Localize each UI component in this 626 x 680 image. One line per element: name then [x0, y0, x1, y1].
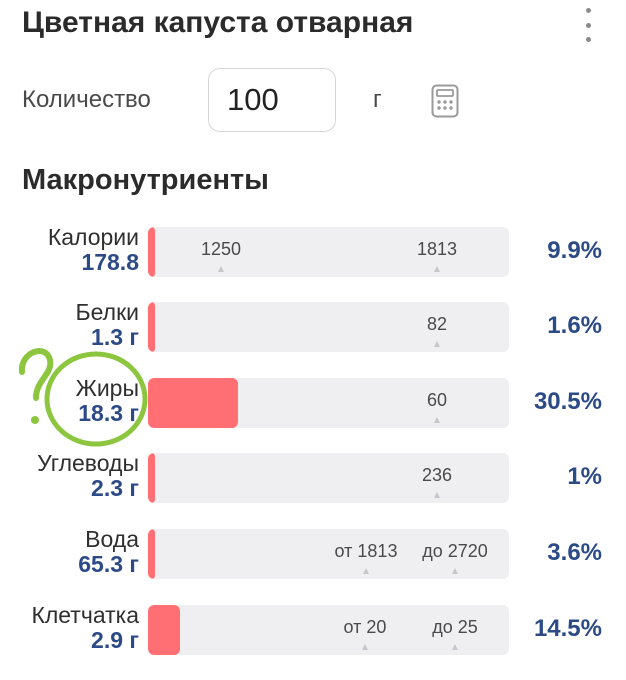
macro-row-water: Вода 65.3 г от 1813 до 2720 3.6%: [0, 527, 626, 589]
tick-marker: [434, 266, 440, 272]
quantity-input[interactable]: [208, 68, 336, 132]
macro-row-fiber: Клетчатка 2.9 г от 20 до 25 14.5%: [0, 603, 626, 665]
macro-label: Клетчатка 2.9 г: [31, 603, 139, 653]
quantity-label: Количество: [22, 86, 151, 113]
tick-label: от 20: [343, 617, 387, 637]
macro-name: Белки: [75, 299, 139, 325]
menu-dot: [585, 8, 591, 13]
tick-label: 82: [426, 314, 448, 334]
macro-percent: 3.6%: [547, 539, 602, 566]
tick-marker: [434, 492, 440, 498]
tick-label: 236: [421, 465, 453, 485]
tick-marker: [434, 417, 440, 423]
macro-row-protein: Белки 1.3 г 82 1.6%: [0, 300, 626, 362]
macro-label: Вода 65.3 г: [78, 527, 139, 577]
tick-label: 1813: [416, 239, 458, 259]
macro-value: 178.8: [81, 249, 139, 275]
tick-marker: [434, 341, 440, 347]
macro-percent: 9.9%: [547, 237, 602, 264]
tick-label: 1250: [200, 239, 242, 259]
macro-name: Клетчатка: [31, 602, 139, 628]
macro-label: Белки 1.3 г: [76, 300, 139, 350]
macro-bar: от 20 до 25: [148, 605, 509, 655]
quantity-unit: г: [373, 86, 382, 113]
macro-bar: от 1813 до 2720: [148, 529, 509, 579]
macro-row-calories: Калории 178.8 1250 1813 9.9%: [0, 225, 626, 287]
tick-label: от 1813: [334, 541, 398, 561]
macro-value: 65.3 г: [78, 551, 139, 577]
macro-value: 2.3 г: [91, 475, 139, 501]
macro-label: Жиры 18.3 г: [76, 376, 139, 426]
macro-percent: 30.5%: [533, 388, 602, 415]
tick-marker: [452, 568, 458, 574]
more-vertical-icon[interactable]: [580, 8, 596, 42]
macro-label: Калории 178.8: [48, 225, 139, 275]
macro-bar: 236: [148, 453, 509, 503]
macro-bar: 1250 1813: [148, 227, 509, 277]
macro-row-fat: Жиры 18.3 г 60 30.5%: [0, 376, 626, 438]
macro-bar: 60: [148, 378, 509, 428]
tick-marker: [362, 644, 368, 650]
menu-dot: [585, 37, 591, 42]
macro-row-carbs: Углеводы 2.3 г 236 1%: [0, 451, 626, 513]
macro-label: Углеводы 2.3 г: [37, 451, 139, 501]
macro-name: Жиры: [75, 375, 139, 401]
tick-label: 60: [426, 390, 448, 410]
tick-label: до 25: [432, 617, 478, 637]
macro-percent: 14.5%: [533, 615, 602, 642]
menu-dot: [585, 22, 591, 28]
macro-percent: 1.6%: [547, 312, 602, 339]
tick-label: до 2720: [422, 541, 488, 561]
calculator-icon[interactable]: [431, 84, 459, 123]
macros-section-title: Макронутриенты: [22, 164, 269, 196]
tick-marker: [218, 266, 224, 272]
macro-value: 1.3 г: [91, 324, 139, 350]
page-title: Цветная капуста отварная: [22, 6, 414, 39]
macro-name: Углеводы: [37, 450, 139, 476]
macro-bar-fill: [148, 227, 156, 277]
macro-value: 2.9 г: [91, 627, 139, 653]
tick-marker: [452, 644, 458, 650]
macro-name: Вода: [85, 526, 139, 552]
macro-bar-fill: [148, 453, 156, 503]
macro-bar: 82: [148, 302, 509, 352]
macro-bar-fill: [148, 378, 239, 428]
macro-value: 18.3 г: [78, 400, 139, 426]
macro-bar-fill: [148, 605, 181, 655]
tick-marker: [363, 568, 369, 574]
macro-bar-fill: [148, 302, 156, 352]
macro-bar-fill: [148, 529, 156, 579]
macro-name: Калории: [47, 224, 139, 250]
macro-percent: 1%: [567, 463, 602, 490]
